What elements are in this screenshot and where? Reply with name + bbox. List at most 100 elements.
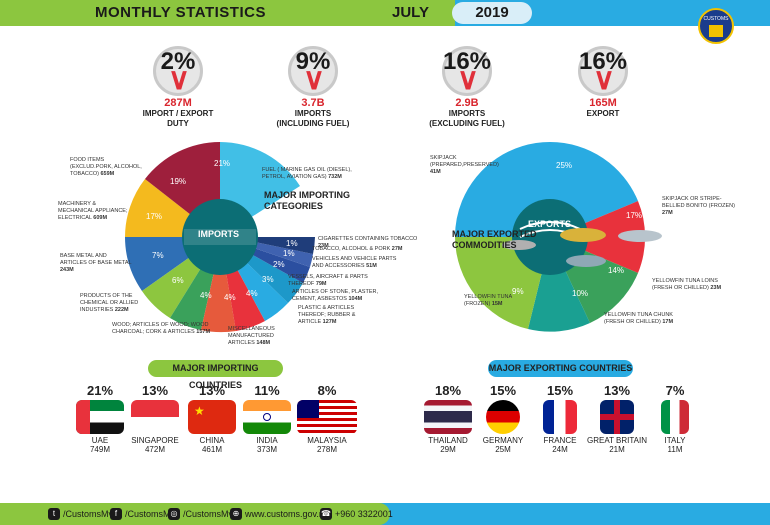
globe-icon: ⊕ <box>230 508 242 520</box>
stat-imports-incl-fuel: ∨ 9% 3.7B IMPORTS (INCLUDING FUEL) <box>258 46 368 129</box>
country-value: 278M <box>316 445 337 454</box>
exporting-countries-title: MAJOR EXPORTING COUNTRIES <box>488 360 633 377</box>
stat-circle: ∨ <box>153 46 203 96</box>
imports-center-label: IMPORTS <box>198 229 240 239</box>
malaysia-flag-icon <box>297 400 357 434</box>
country-name: UAE <box>91 436 109 445</box>
facebook-icon: f <box>110 508 122 520</box>
stat-label: IMPORTS <box>294 109 332 118</box>
import-slice-label: 19% <box>170 177 187 186</box>
phone-number: +960 3322001 <box>335 509 393 519</box>
country-singapore: 13% SINGAPORE 472M <box>120 383 190 454</box>
import-slice-plastic <box>226 269 265 331</box>
import-slice-cigarettes <box>255 237 315 254</box>
country-pct: 21% <box>86 383 114 398</box>
country-value: 24M <box>552 445 568 454</box>
logo-emblem <box>709 25 723 37</box>
import-slice-label: 1% <box>283 249 295 258</box>
stat-value: 3.7B <box>301 97 325 109</box>
import-slice-label: 3% <box>262 275 274 284</box>
annotation-text: MISCELLANEOUS MANUFACTURED ARTICLES <box>228 326 275 346</box>
country-name: SINGAPORE <box>131 436 179 445</box>
france-flag-icon <box>543 400 577 434</box>
export-annotation-yellowfin-frozen: YELLOWFIN TUNA (FROZEN) 15M <box>464 294 514 308</box>
exports-center <box>512 199 588 275</box>
stat-value: 165M <box>589 97 617 109</box>
stat-label: IMPORT / EXPORT <box>142 109 214 118</box>
country-pct: 18% <box>434 383 462 398</box>
annotation-value: 27M <box>662 210 673 216</box>
stat-pct: 2% <box>160 48 196 75</box>
import-slice-label: 1% <box>289 229 301 238</box>
down-arrow-icon: ∨ <box>593 63 615 96</box>
annotation-value: 659M <box>100 171 115 177</box>
annotation-value: 732M <box>328 174 342 180</box>
uk-flag-icon <box>600 400 634 434</box>
stat-label-2: DUTY <box>167 119 189 128</box>
import-slice-machinery <box>125 179 191 237</box>
annotation-value: 41M <box>430 169 441 175</box>
page-title: MONTHLY STATISTICS <box>95 4 266 21</box>
import-annotation-tobacco: TOBACCO, ALCOHOL & PORK 27M <box>312 246 412 253</box>
import-annotation-cigarettes: CIGARETTES CONTAINING TOBACCO 23M <box>318 236 418 250</box>
country-malaysia: 8% MALAYSIA 278M <box>292 383 362 454</box>
stat-label-2: (INCLUDING FUEL) <box>276 119 350 128</box>
country-germany: 15% GERMANY 25M <box>468 383 538 454</box>
import-slice-label: 4% <box>246 289 258 298</box>
wave-icon <box>519 221 581 230</box>
instagram-handle: /CustomsMv <box>183 509 234 519</box>
country-pct: 8% <box>317 383 337 398</box>
footer-bar: t/CustomsMv f/CustomsMv ◎/CustomsMv ⊕ www… <box>0 503 770 525</box>
import-annotation-basemetal: BASE METAL AND ARTICLES OF BASE METAL 24… <box>60 253 132 274</box>
exports-center-label: EXPORTS <box>528 219 572 229</box>
stat-label: EXPORT <box>586 109 620 118</box>
import-slice-tobacco <box>254 242 313 267</box>
year-label: 2019 <box>452 2 532 24</box>
annotation-value: 127M <box>322 319 337 325</box>
annotation-text: WOOD; ARTICLES OF WOOD; WOOD CHARCOAL; C… <box>112 322 209 335</box>
twitter-link[interactable]: t/CustomsMv <box>48 508 113 520</box>
import-slice-food <box>145 142 220 215</box>
import-slice-label: 2% <box>273 260 285 269</box>
website-url: www.customs.gov.mv <box>245 509 331 519</box>
india-flag-icon <box>243 400 291 434</box>
annotation-text: PRODUCTS OF THE CHEMICAL OR ALLIED INDUS… <box>80 293 139 313</box>
fish-icon-2 <box>618 230 662 242</box>
country-pct: 13% <box>603 383 631 398</box>
stat-circle: ∨ <box>578 46 628 96</box>
country-pct: 15% <box>546 383 574 398</box>
export-slice-yellowfin-loins <box>565 250 638 323</box>
stat-label: IMPORTS <box>448 109 486 118</box>
annotation-text: SKIPJACK OR STRIPE-BELLIED BONITO (FROZE… <box>662 196 735 209</box>
annotation-text: FOOD ITEMS (EXCLUD.PORK, ALCOHOL, TOBACC… <box>70 157 142 177</box>
country-great-britain: 13% GREAT BRITAIN 21M <box>582 383 652 454</box>
annotation-text: FUEL ( MARINE GAS OIL (DIESEL), PETROL, … <box>262 167 352 180</box>
import-slice-misc <box>201 272 236 333</box>
stat-export: ∨ 16% 165M EXPORT <box>548 46 658 119</box>
export-annotation-skipjack-prepared: SKIPJACK (PREPARED,PRESERVED) 41M <box>430 155 499 176</box>
imports-title-1: MAJOR IMPORTING <box>264 190 351 200</box>
website-link[interactable]: ⊕ www.customs.gov.mv <box>230 508 331 520</box>
month-label: JULY <box>392 4 429 21</box>
stat-value: 2.9B <box>455 97 479 109</box>
country-name: GERMANY <box>482 436 524 445</box>
facebook-link[interactable]: f/CustomsMv <box>110 508 175 520</box>
down-arrow-icon: ∨ <box>457 63 479 96</box>
logo-text: CUSTOMS <box>703 16 729 22</box>
export-slice-label: 14% <box>608 266 625 275</box>
annotation-value: 23M <box>318 243 329 249</box>
facebook-handle: /CustomsMv <box>125 509 176 519</box>
import-slice-label: 1% <box>286 239 298 248</box>
import-slice-vessels <box>246 254 303 303</box>
export-annotation-yellowfin-loins: YELLOWFIN TUNA LOINS (FRESH OR CHILLED) … <box>652 278 734 292</box>
instagram-link[interactable]: ◎/CustomsMv <box>168 508 233 520</box>
export-slice-label: 10% <box>572 289 589 298</box>
import-annotation-plastic: PLASTIC & ARTICLES THEREOF; RUBBER & ART… <box>298 305 378 326</box>
phone-link[interactable]: ☎ +960 3322001 <box>320 508 393 520</box>
country-value: 373M <box>256 445 277 454</box>
import-slice-chemical <box>142 257 201 318</box>
stat-value: 287M <box>164 97 192 109</box>
annotation-value: 104M <box>348 296 363 302</box>
import-slice-label: 21% <box>214 159 231 168</box>
imports-center <box>182 199 258 275</box>
